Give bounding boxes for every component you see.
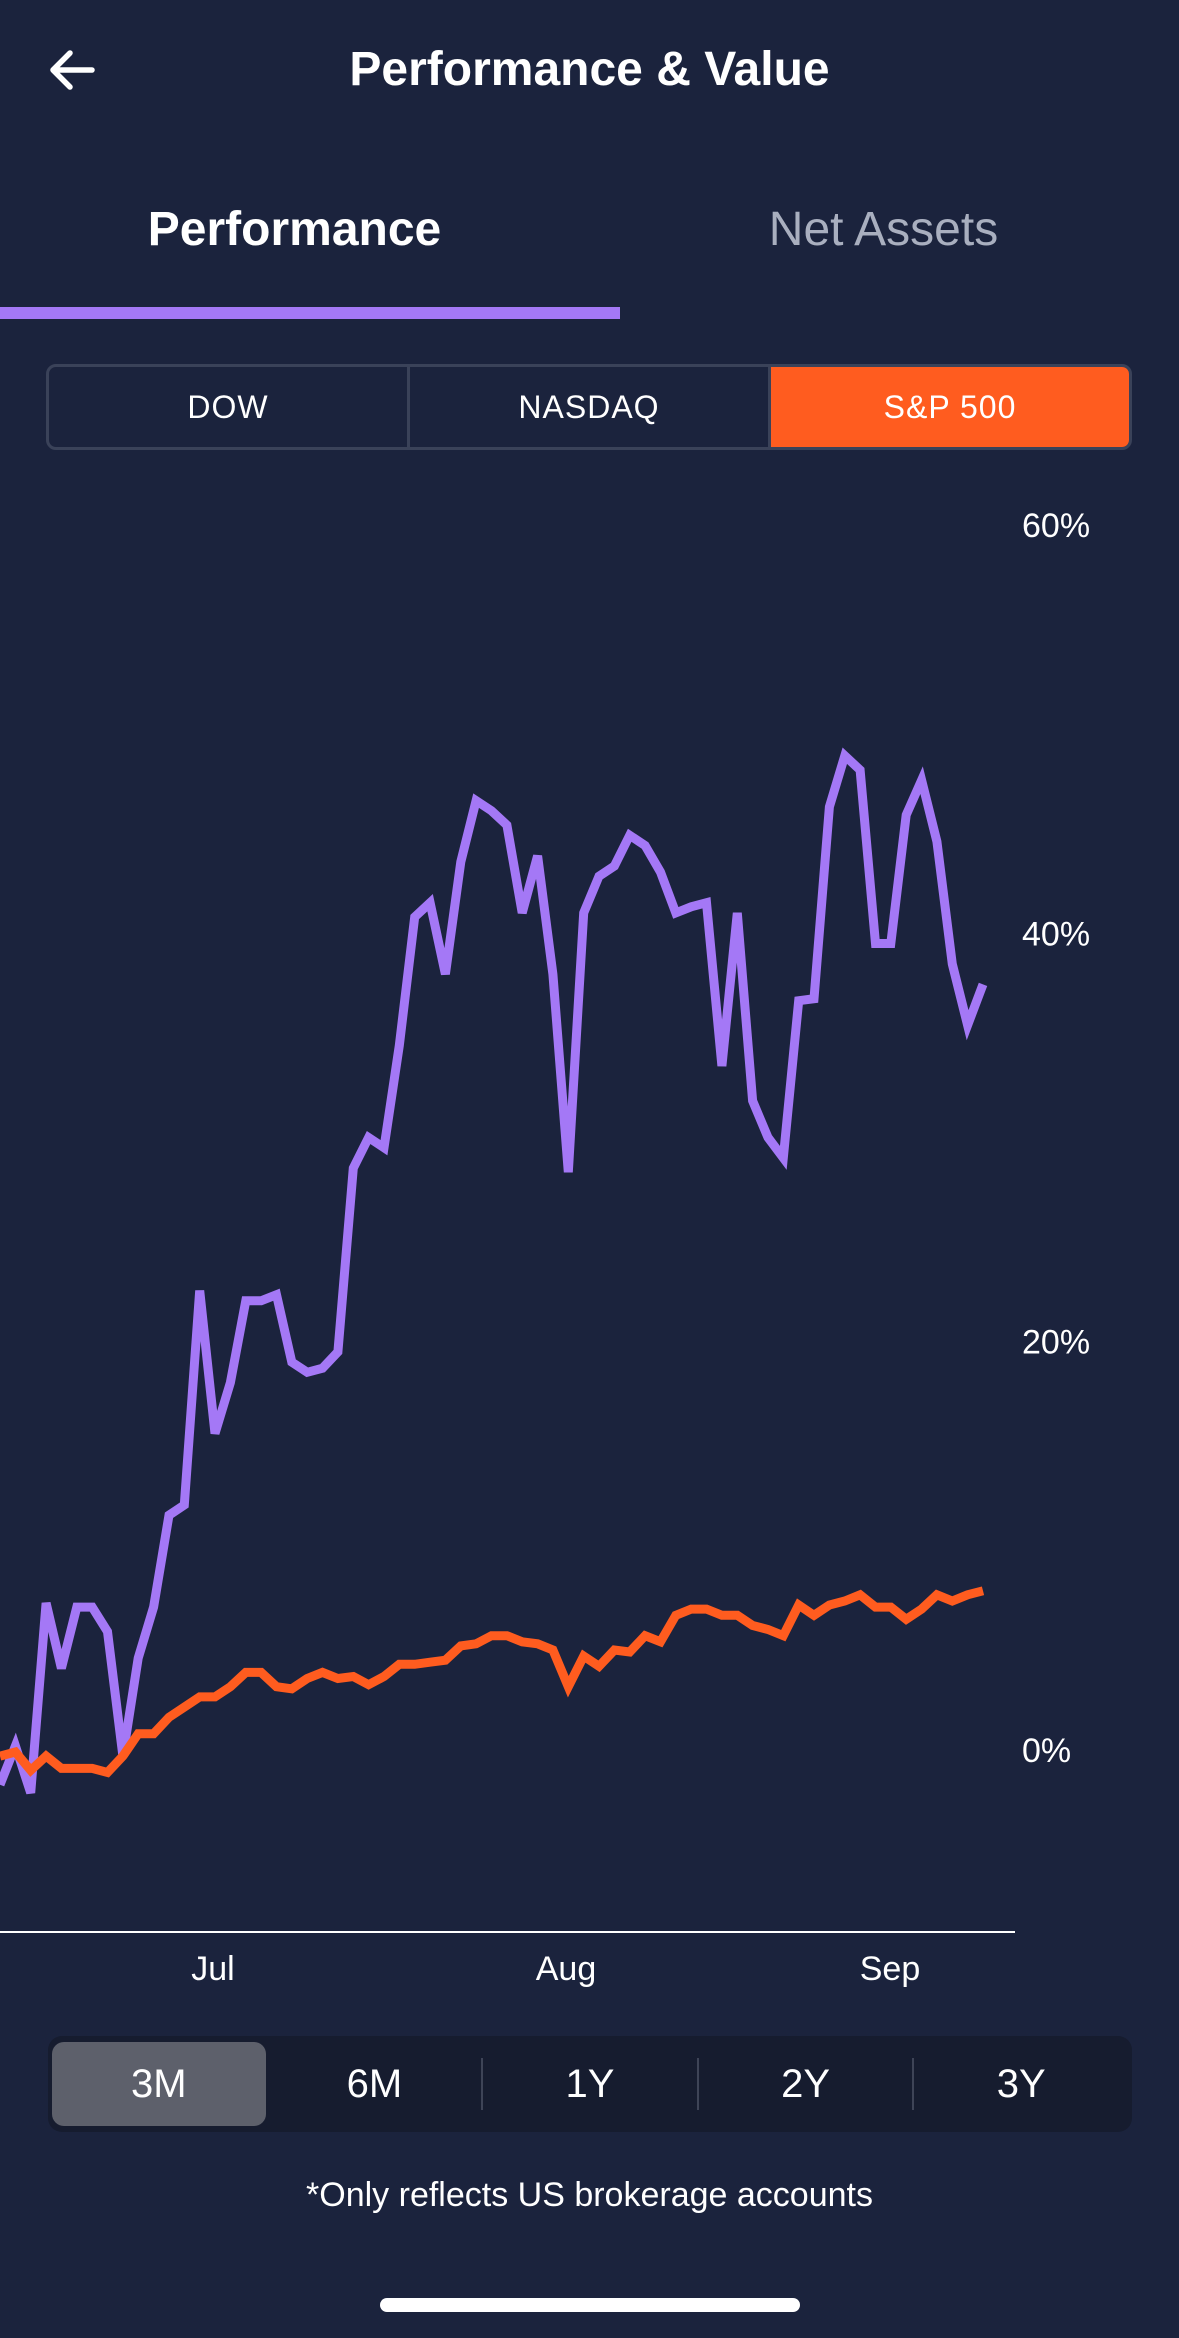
benchmark-sp500-button[interactable]: S&P 500 bbox=[771, 367, 1129, 447]
back-button[interactable] bbox=[40, 38, 104, 102]
divider bbox=[912, 2058, 915, 2110]
range-3m-button[interactable]: 3M bbox=[52, 2042, 266, 2126]
y-tick-label: 0% bbox=[1022, 1732, 1071, 1770]
arrow-left-icon bbox=[50, 50, 95, 90]
range-6m-button[interactable]: 6M bbox=[346, 2061, 403, 2106]
benchmark-selector: DOW NASDAQ S&P 500 bbox=[46, 364, 1132, 450]
range-1y-button[interactable]: 1Y bbox=[565, 2061, 615, 2106]
divider bbox=[696, 2058, 699, 2110]
x-tick-label: Aug bbox=[535, 1950, 597, 1988]
tab-bar: Performance Net Assets bbox=[0, 180, 1179, 320]
y-tick-label: 40% bbox=[1022, 915, 1090, 953]
x-tick-label: Jul bbox=[191, 1950, 235, 1988]
y-tick-label: 20% bbox=[1022, 1324, 1090, 1362]
active-tab-indicator bbox=[0, 307, 620, 319]
portfolio-series-line bbox=[0, 747, 988, 1795]
benchmark-dow-button[interactable]: DOW bbox=[49, 367, 410, 447]
performance-chart: 60% 40% 20% 0% bbox=[0, 507, 1090, 1933]
footnote: *Only reflects US brokerage accounts bbox=[306, 2176, 873, 2214]
y-tick-label: 60% bbox=[1022, 507, 1090, 545]
range-2y-button[interactable]: 2Y bbox=[781, 2061, 831, 2106]
benchmark-series-line bbox=[0, 1586, 985, 1778]
tab-performance[interactable]: Performance bbox=[147, 203, 442, 256]
range-3y-button[interactable]: 3Y bbox=[996, 2061, 1046, 2106]
header: Performance & Value bbox=[0, 0, 1179, 145]
divider bbox=[481, 2058, 484, 2110]
time-range-selector: 3M 6M 1Y 2Y 3Y bbox=[48, 2036, 1132, 2132]
x-tick-label: Sep bbox=[859, 1950, 921, 1988]
home-indicator[interactable] bbox=[380, 2298, 800, 2312]
tab-net-assets[interactable]: Net Assets bbox=[768, 203, 999, 256]
page-title: Performance & Value bbox=[349, 43, 830, 96]
benchmark-nasdaq-button[interactable]: NASDAQ bbox=[410, 367, 771, 447]
